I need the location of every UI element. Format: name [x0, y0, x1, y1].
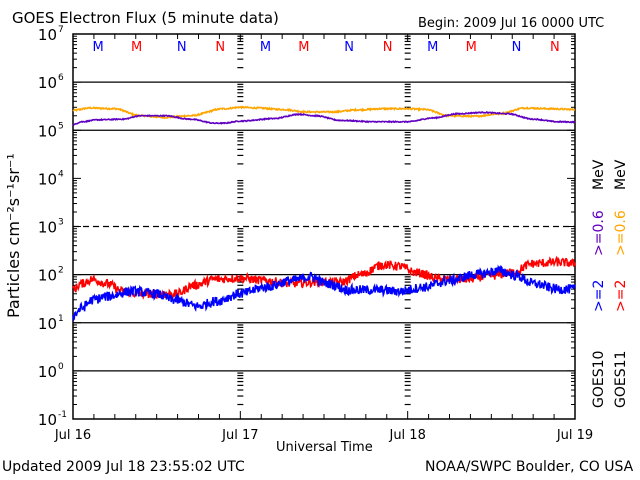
y-tick-label: 10	[38, 315, 57, 333]
legend-label: GOES11	[613, 350, 629, 408]
x-tick-label: Jul 17	[221, 428, 258, 443]
y-tick-exponent: 1	[58, 314, 64, 324]
y-tick-exponent: 6	[58, 73, 64, 83]
mn-marker: M	[131, 40, 142, 55]
y-tick-exponent: 0	[58, 362, 64, 372]
mn-marker: N	[215, 40, 225, 55]
mn-marker: M	[466, 40, 477, 55]
legend-label: >=2	[591, 279, 607, 312]
y-tick-exponent: 4	[58, 169, 64, 179]
y-tick-label: 10	[38, 170, 57, 188]
y-tick-label: 10	[38, 219, 57, 237]
mn-marker: M	[427, 40, 438, 55]
y-tick-label: 10	[38, 122, 57, 140]
mn-marker: N	[512, 40, 522, 55]
mn-marker: N	[550, 40, 560, 55]
mn-marker: N	[344, 40, 354, 55]
y-tick-label: 10	[38, 363, 57, 381]
mn-marker: N	[383, 40, 393, 55]
y-tick-label: 10	[38, 411, 57, 429]
series-line	[72, 111, 576, 127]
y-tick-label: 10	[38, 26, 57, 44]
y-tick-exponent: 3	[58, 218, 64, 228]
legend-label: GOES10	[591, 350, 607, 408]
series-line	[72, 264, 576, 322]
x-tick-label: Jul 19	[556, 428, 593, 443]
y-tick-exponent: 2	[58, 266, 64, 276]
chart-title: GOES Electron Flux (5 minute data)	[12, 9, 279, 27]
x-tick-label: Jul 16	[54, 428, 91, 443]
mn-marker: N	[177, 40, 187, 55]
legend-label: MeV	[613, 159, 629, 190]
mn-marker: M	[260, 40, 271, 55]
series-line	[72, 255, 576, 300]
y-tick-label: 10	[38, 267, 57, 285]
begin-label: Begin: 2009 Jul 16 0000 UTC	[418, 16, 605, 31]
y-tick-exponent: 5	[58, 121, 64, 131]
x-tick-label: Jul 18	[388, 428, 425, 443]
y-tick-exponent: 7	[58, 25, 64, 35]
mn-marker: M	[298, 40, 309, 55]
y-axis-label: Particles cm⁻²s⁻¹sr⁻¹	[4, 153, 23, 318]
y-tick-exponent: -1	[58, 410, 67, 420]
mn-marker: M	[92, 40, 103, 55]
credit-label: NOAA/SWPC Boulder, CO USA	[425, 459, 634, 475]
x-axis-label: Universal Time	[276, 440, 373, 455]
legend-label: >=0.6	[591, 210, 607, 256]
legend-label: MeV	[591, 159, 607, 190]
updated-timestamp: Updated 2009 Jul 18 23:55:02 UTC	[2, 459, 245, 475]
legend-label: >=0.6	[613, 210, 629, 256]
y-tick-label: 10	[38, 74, 57, 92]
legend-label: >=2	[613, 279, 629, 312]
